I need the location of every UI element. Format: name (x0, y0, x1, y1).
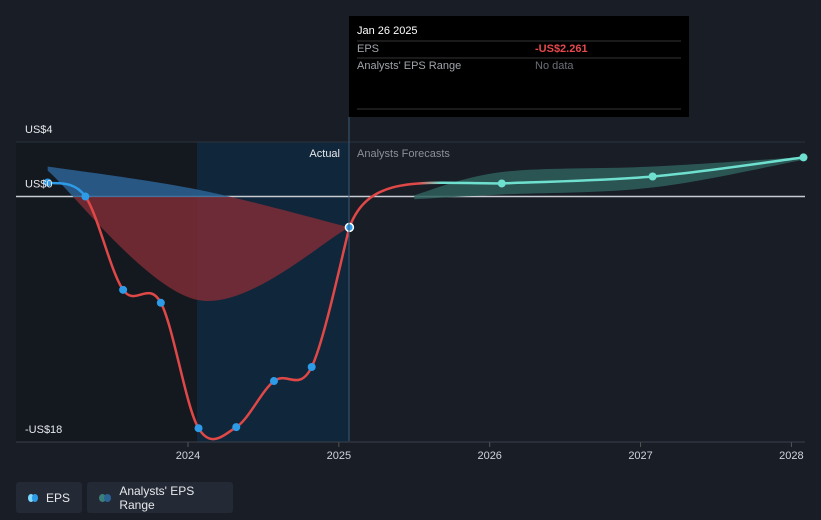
legend-range[interactable]: Analysts' EPS Range (87, 482, 233, 513)
tooltip-date: Jan 26 2025 (357, 25, 418, 37)
eps-point (269, 377, 278, 386)
eps-point (194, 424, 203, 433)
eps-point (156, 298, 165, 307)
forecast-label: Analysts Forecasts (357, 148, 450, 160)
x-tick-label: 2024 (176, 450, 200, 462)
forecast-point (648, 172, 657, 181)
x-tick-label: 2026 (477, 450, 501, 462)
x-tick-label: 2025 (327, 450, 351, 462)
eps-point (232, 423, 241, 432)
y-tick-label: US$0 (25, 178, 53, 190)
y-tick-label: -US$18 (25, 424, 62, 436)
eps-point (307, 363, 316, 371)
legend-marker (31, 493, 38, 502)
tooltip-range-value: No data (535, 60, 574, 72)
legend-marker (28, 493, 34, 502)
eps-point (43, 178, 52, 187)
legend-marker (99, 493, 107, 502)
eps-point (81, 192, 90, 201)
tooltip: Jan 26 2025 EPS -US$2.261 Analysts' EPS … (349, 16, 689, 117)
legend-label: EPS (45, 490, 70, 505)
eps-range-band (73, 197, 350, 302)
connector-line (348, 181, 502, 228)
legend-eps[interactable]: EPS (16, 482, 82, 513)
legend-marker (104, 493, 112, 502)
legend-label: Analysts' EPS Range (119, 483, 195, 512)
y-tick-label: US$4 (25, 124, 53, 136)
tooltip-eps-value: -US$2.261 (535, 43, 588, 55)
forecast-point (799, 153, 808, 162)
x-tick-label: 2028 (779, 450, 803, 462)
actual-label: Actual (309, 148, 340, 160)
forecast-point (497, 179, 506, 188)
tooltip-eps-label: EPS (357, 43, 379, 55)
chart: 2024 2025 2026 2027 2028 Actual Analysts For… (16, 16, 808, 462)
eps-point (119, 285, 128, 294)
tooltip-range-label: Analysts' EPS Range (357, 60, 461, 72)
tooltip-box (349, 16, 689, 117)
x-tick-label: 2027 (628, 450, 652, 462)
eps-range-band (47, 166, 232, 197)
